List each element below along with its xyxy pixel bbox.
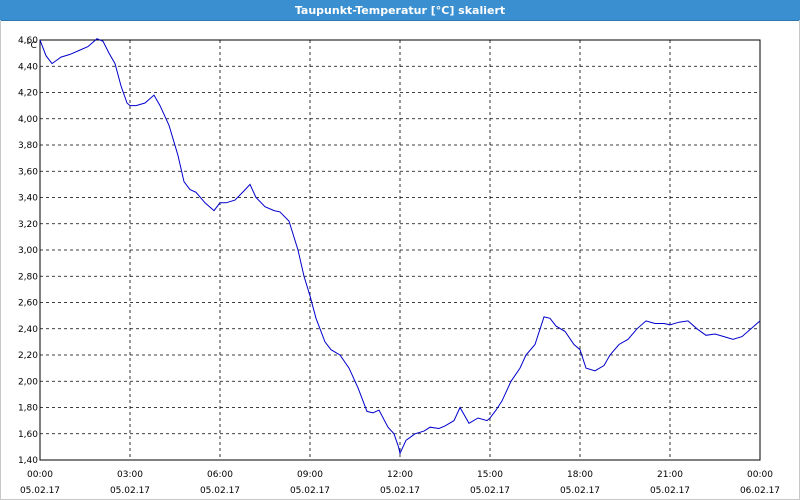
x-tick-date-label: 05.02.17 [380,486,420,496]
x-tick-date-label: 05.02.17 [20,486,60,496]
y-axis-unit-label: °C [26,41,37,51]
y-tick-label: 2,80 [18,272,38,282]
x-tick-time-label: 18:00 [567,470,593,480]
x-tick-date-label: 05.02.17 [200,486,240,496]
chart-grid [40,40,760,460]
x-tick-date-label: 05.02.17 [650,486,690,496]
x-tick-time-label: 12:00 [387,470,413,480]
x-tick-time-label: 03:00 [117,470,143,480]
y-tick-label: 3,00 [18,246,38,256]
x-tick-time-label: 21:00 [657,470,683,480]
x-tick-date-label: 05.02.17 [290,486,330,496]
plot-area [39,39,761,461]
x-tick-time-label: 09:00 [297,470,323,480]
y-tick-label: 4,20 [18,89,38,99]
y-tick-label: 3,60 [18,167,38,177]
y-axis-tick-labels: 1,40 1,60 1,80 2,00 2,20 2,40 2,60 2,80 3,00 3,20… [18,36,38,466]
y-tick-label: 1,60 [18,430,38,440]
x-tick-time-label: 00:00 [27,470,53,480]
y-tick-label: 3,40 [18,194,38,204]
y-tick-label: 3,20 [18,220,38,230]
x-tick-date-label: 05.02.17 [560,486,600,496]
y-tick-label: 1,40 [18,456,38,466]
y-tick-label: 2,20 [18,351,38,361]
y-tick-label: 4,00 [18,115,38,125]
x-axis-tick-labels: 00:00 05.02.17 03:00 05.02.17 06:00 05.02.17 0… [20,470,780,496]
y-tick-label: 4,60 [18,36,38,46]
x-tick-date-label: 05.02.17 [110,486,150,496]
window-title-bar: Taupunkt-Temperatur [°C] skaliert [0,0,800,21]
x-tick-date-label: 05.02.17 [470,486,510,496]
window-title: Taupunkt-Temperatur [°C] skaliert [294,3,506,17]
y-tick-label: 3,80 [18,141,38,151]
y-tick-label: 2,00 [18,377,38,387]
y-tick-label: 1,80 [18,404,38,414]
x-tick-time-label: 15:00 [477,470,503,480]
y-tick-label: 2,40 [18,325,38,335]
x-tick-date-label: 06.02.17 [740,486,780,496]
y-tick-label: 2,60 [18,299,38,309]
y-tick-label: 4,40 [18,62,38,72]
x-tick-time-label: 06:00 [207,470,233,480]
series-line [39,38,761,455]
x-tick-time-label: 00:00 [747,470,773,480]
